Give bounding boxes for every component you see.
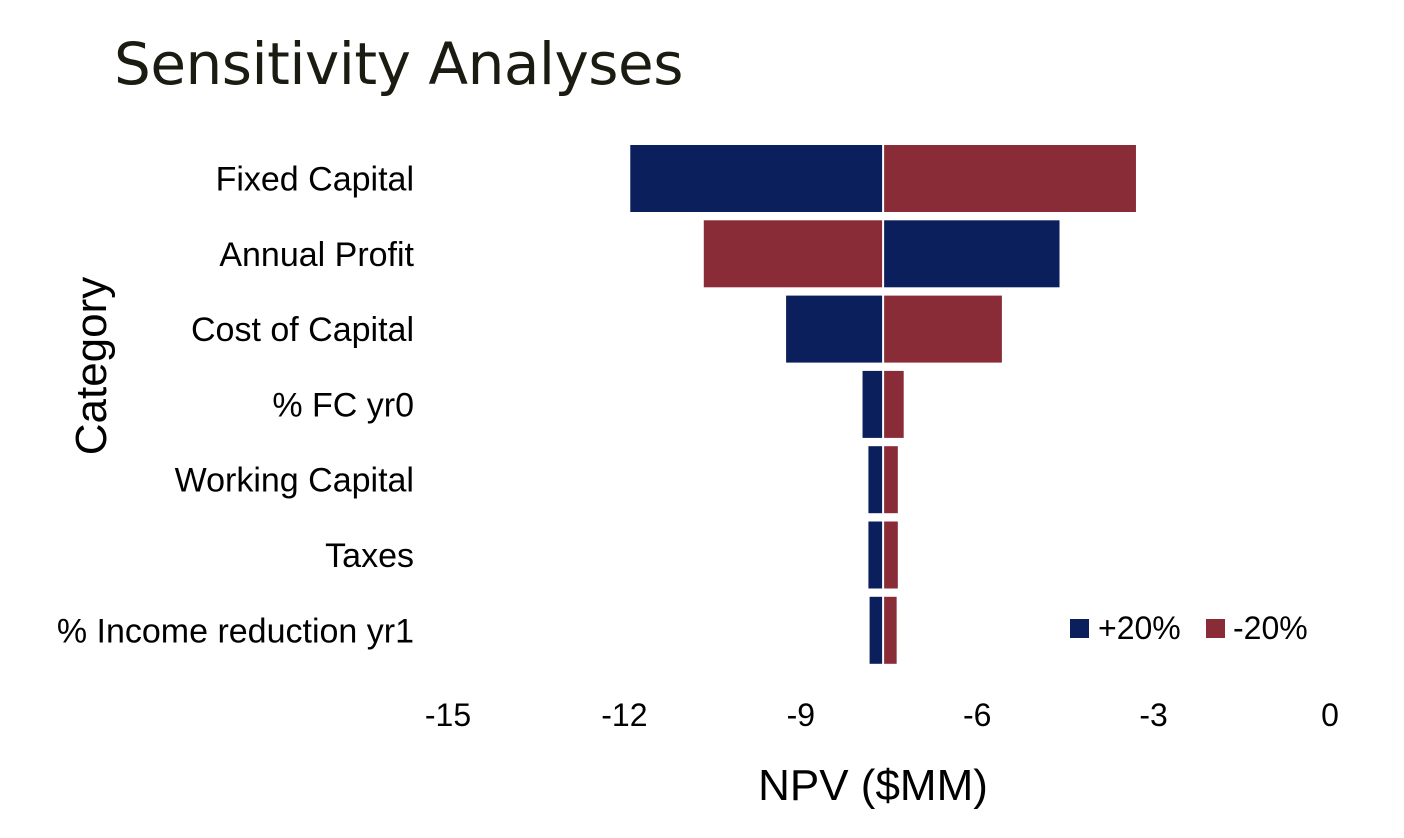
- bar-plus20-5: [868, 521, 884, 589]
- bar-minus20-1: [703, 220, 884, 288]
- bar-plus20-0: [630, 145, 884, 212]
- page-title: Sensitivity Analyses: [114, 30, 683, 98]
- legend: +20% -20%: [1070, 610, 1308, 646]
- bar-minus20-4: [883, 446, 898, 514]
- bar-minus20-0: [883, 145, 1136, 212]
- category-label: % FC yr0: [272, 386, 414, 424]
- bar-plus20-6: [869, 596, 884, 664]
- legend-label-plus20: +20%: [1098, 610, 1181, 646]
- bar-plus20-2: [786, 295, 884, 363]
- x-tick-label: -9: [787, 697, 815, 733]
- bar-plus20-3: [862, 370, 884, 438]
- category-label: Working Capital: [175, 462, 414, 500]
- bar-minus20-6: [883, 596, 897, 664]
- bar-plus20-4: [868, 446, 884, 514]
- category-labels: Fixed Capital Annual Profit Cost of Capita…: [57, 161, 415, 651]
- y-axis-title: Category: [67, 277, 116, 456]
- x-tick-label: 0: [1321, 697, 1339, 733]
- legend-swatch-minus20: [1206, 619, 1225, 638]
- category-label: Cost of Capital: [191, 311, 414, 349]
- bar-plus20-1: [883, 220, 1060, 288]
- bar-minus20-2: [883, 295, 1002, 363]
- x-tick-label: -15: [425, 697, 471, 733]
- category-label: Fixed Capital: [216, 161, 414, 199]
- legend-swatch-plus20: [1070, 619, 1089, 638]
- category-label: Taxes: [325, 537, 414, 575]
- bars-group: [630, 145, 1136, 664]
- category-label: % Income reduction yr1: [57, 612, 414, 650]
- x-tick-label: -3: [1139, 697, 1167, 733]
- bar-minus20-3: [883, 370, 904, 438]
- x-tick-label: -12: [601, 697, 647, 733]
- category-label: Annual Profit: [219, 236, 414, 274]
- x-tick-labels: -15 -12 -9 -6 -3 0: [425, 697, 1339, 733]
- x-tick-label: -6: [963, 697, 991, 733]
- bar-minus20-5: [883, 521, 898, 589]
- legend-label-minus20: -20%: [1233, 610, 1308, 646]
- x-axis-title: NPV ($MM): [758, 761, 988, 810]
